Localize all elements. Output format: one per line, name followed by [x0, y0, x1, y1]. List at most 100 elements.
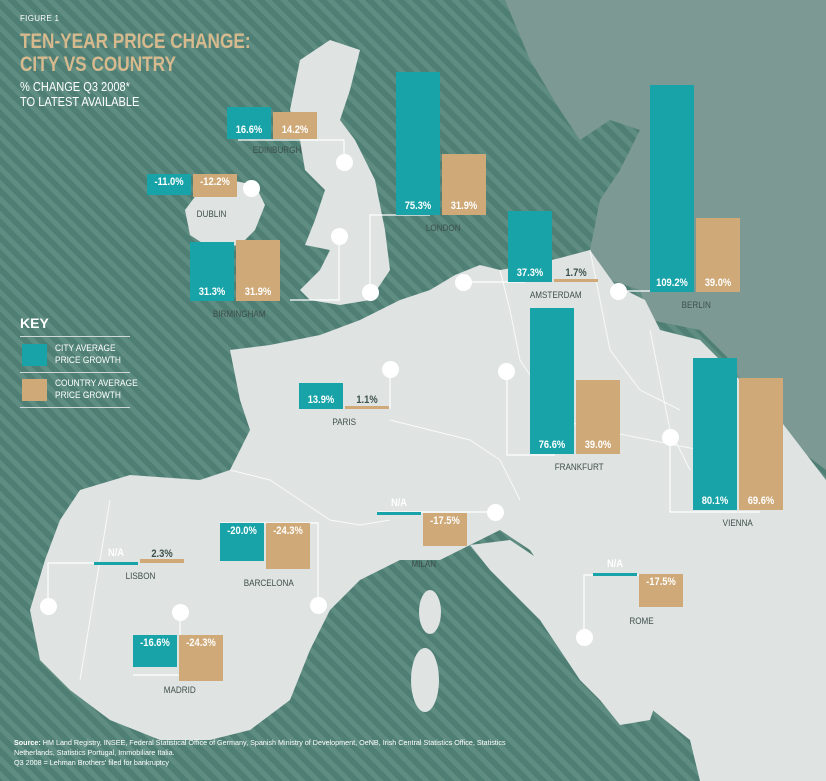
- frankfurt-marker: [498, 363, 515, 380]
- birmingham-country-value: 31.9%: [244, 286, 272, 298]
- amsterdam-marker: [455, 274, 472, 291]
- barcelona-city-bar: [220, 523, 264, 561]
- berlin-country-value: 39.0%: [704, 277, 732, 289]
- barcelona-country-value: -24.3%: [273, 525, 303, 537]
- milan-country-bar: [423, 513, 467, 547]
- frankfurt-city-value: 76.6%: [538, 439, 566, 451]
- milan-city-bar: [377, 512, 421, 515]
- key-city-swatch: [22, 344, 47, 366]
- source-footnote: Q3 2008 = Lehman Brothers' filed for ban…: [14, 758, 169, 767]
- key-country-swatch: [22, 379, 47, 401]
- source-text: HM Land Registry, INSEE, Federal Statist…: [14, 738, 506, 757]
- key-country-label: COUNTRY AVERAGE PRICE GROWTH: [55, 378, 138, 401]
- london-city-value: 75.3%: [404, 200, 432, 212]
- barcelona-marker: [310, 597, 327, 614]
- london-marker: [362, 284, 379, 301]
- dublin-country-value: -12.2%: [200, 176, 230, 188]
- rome-country-value: -17.5%: [646, 576, 676, 588]
- paris-city-value: 13.9%: [307, 394, 335, 406]
- key-title: KEY: [20, 315, 49, 331]
- paris-country-value: 1.1%: [356, 394, 378, 406]
- madrid-marker: [172, 604, 189, 621]
- amsterdam-country-value: 1.7%: [565, 267, 587, 279]
- milan-city-value: N/A: [390, 497, 408, 509]
- lisbon-marker: [40, 598, 57, 615]
- lisbon-city-value: N/A: [107, 547, 125, 559]
- chart-subtitle: % CHANGE Q3 2008* TO LATEST AVAILABLE: [20, 79, 140, 109]
- paris-city-bar: [299, 382, 343, 409]
- chart-title: TEN-YEAR PRICE CHANGE: CITY VS COUNTRY: [20, 30, 251, 76]
- madrid-country-bar: [179, 635, 223, 682]
- dublin-country-bar: [193, 174, 237, 198]
- lisbon-label: LISBON: [125, 571, 156, 581]
- edinburgh-city-value: 16.6%: [235, 124, 263, 136]
- rome-label: ROME: [629, 616, 654, 626]
- rome-marker: [576, 629, 593, 646]
- britain-land: [290, 40, 390, 305]
- berlin-city-bar: [650, 84, 694, 292]
- milan-label: MILAN: [411, 559, 437, 569]
- berlin-marker: [610, 283, 627, 300]
- rome-city-value: N/A: [606, 558, 624, 570]
- corsica-island: [419, 590, 441, 634]
- birmingham-marker: [331, 228, 348, 245]
- berlin-country-bar: [696, 217, 740, 292]
- key-city-label: CITY AVERAGE PRICE GROWTH: [55, 343, 121, 366]
- frankfurt-country-bar: [576, 379, 620, 454]
- madrid-city-value: -16.6%: [140, 637, 170, 649]
- dublin-city-value: -11.0%: [154, 176, 184, 188]
- key-divider-top: [20, 336, 130, 337]
- amsterdam-city-bar: [508, 211, 552, 282]
- milan-marker: [487, 504, 504, 521]
- edinburgh-label: EDINBURGH: [252, 145, 302, 155]
- edinburgh-marker: [336, 154, 353, 171]
- rome-country-bar: [639, 574, 683, 608]
- edinburgh-country-value: 14.2%: [281, 124, 309, 136]
- amsterdam-label: AMSTERDAM: [529, 290, 582, 300]
- madrid-label: MADRID: [163, 685, 196, 695]
- berlin-city-value: 109.2%: [656, 277, 688, 289]
- dublin-city-bar: [147, 174, 191, 195]
- edinburgh-city-bar: [227, 107, 271, 139]
- dublin-marker: [243, 180, 260, 197]
- barcelona-city-value: -20.0%: [227, 525, 257, 537]
- vienna-city-bar: [693, 357, 737, 510]
- rome-city-bar: [593, 573, 637, 576]
- amsterdam-city-value: 37.3%: [516, 267, 544, 279]
- source-note: Source: HM Land Registry, INSEE, Federal…: [14, 738, 534, 768]
- amsterdam-country-bar: [554, 278, 598, 282]
- key-divider-middle: [20, 372, 130, 373]
- frankfurt-country-value: 39.0%: [584, 439, 612, 451]
- paris-marker: [382, 361, 399, 378]
- source-prefix: Source:: [14, 738, 41, 747]
- vienna-country-bar: [739, 377, 783, 510]
- barcelona-country-bar: [266, 523, 310, 570]
- vienna-marker: [662, 429, 679, 446]
- madrid-city-bar: [133, 635, 177, 667]
- key-divider-bottom: [20, 407, 130, 408]
- dublin-label: DUBLIN: [196, 209, 227, 219]
- paris-country-bar: [345, 406, 389, 409]
- vienna-city-value: 80.1%: [701, 495, 729, 507]
- barcelona-label: BARCELONA: [243, 578, 294, 588]
- london-city-bar: [396, 71, 440, 215]
- sardinia-island: [411, 648, 439, 712]
- frankfurt-label: FRANKFURT: [554, 462, 604, 472]
- birmingham-city-bar: [190, 241, 234, 301]
- frankfurt-city-bar: [530, 308, 574, 454]
- berlin-label: BERLIN: [681, 300, 711, 310]
- lisbon-country-value: 2.3%: [151, 548, 173, 560]
- italy-land: [470, 540, 660, 725]
- lisbon-city-bar: [94, 562, 138, 565]
- london-country-value: 31.9%: [450, 200, 478, 212]
- vienna-label: VIENNA: [722, 518, 753, 528]
- paris-label: PARIS: [332, 417, 357, 427]
- madrid-country-value: -24.3%: [186, 637, 216, 649]
- vienna-country-value: 69.6%: [747, 495, 775, 507]
- birmingham-city-value: 31.3%: [198, 286, 226, 298]
- figure-label: FIGURE 1: [20, 14, 60, 23]
- birmingham-country-bar: [236, 240, 280, 301]
- milan-country-value: -17.5%: [430, 515, 460, 527]
- birmingham-label: BIRMINGHAM: [212, 309, 266, 319]
